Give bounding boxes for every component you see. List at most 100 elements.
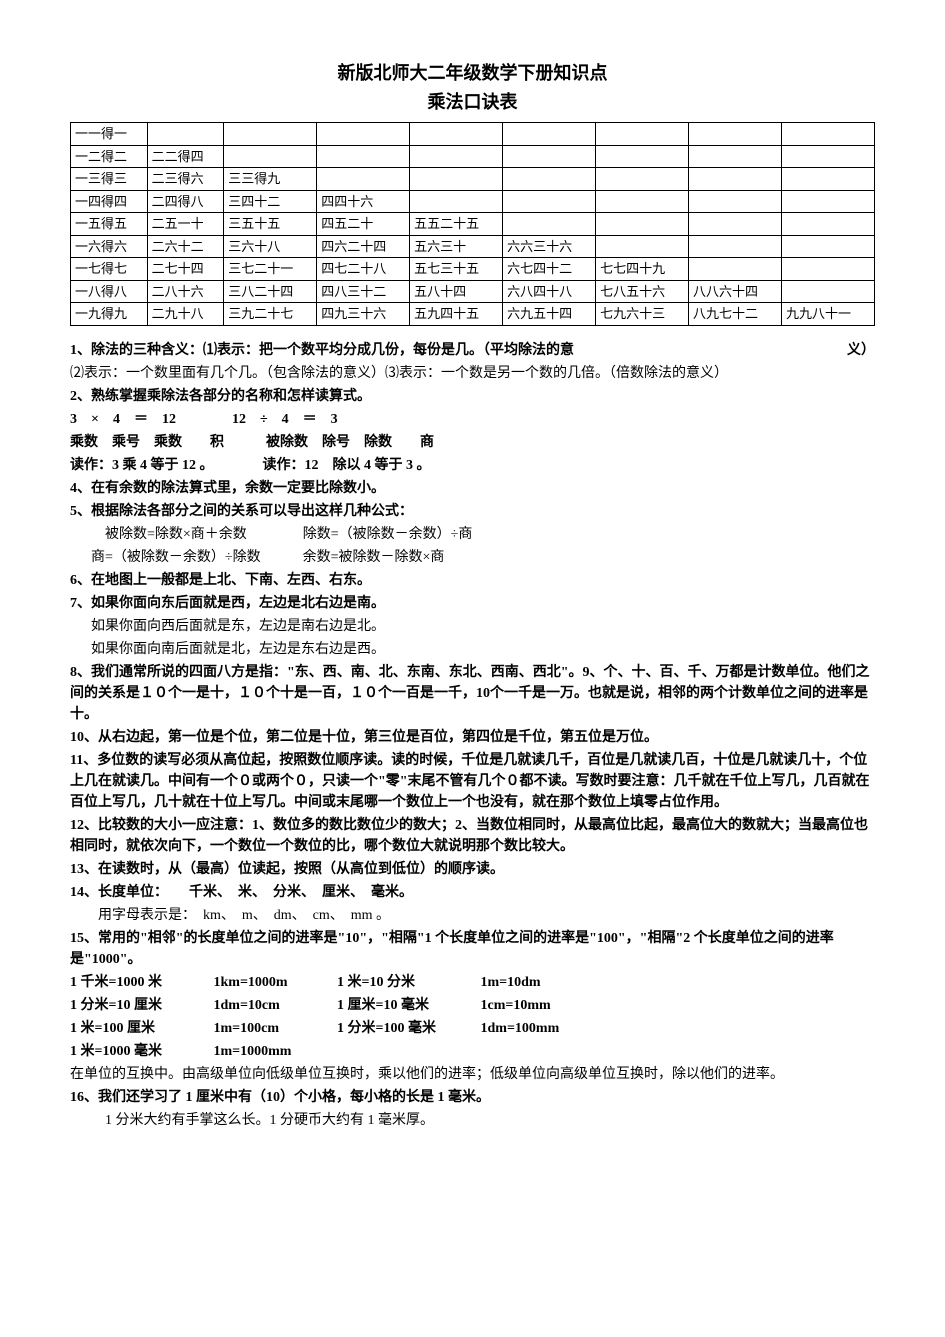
mult-cell: 六八四十八 xyxy=(503,280,596,303)
item-15: 15、常用的"相邻"的长度单位之间的进率是"10"，"相隔"1 个长度单位之间的… xyxy=(70,928,875,970)
mult-cell xyxy=(410,145,503,168)
item-14-a: 14、长度单位： 千米、 米、 分米、 厘米、 毫米。 xyxy=(70,882,875,903)
item-16-a: 16、我们还学习了 1 厘米中有（10）个小格，每小格的长是 1 毫米。 xyxy=(70,1087,875,1108)
mult-cell: 八九七十二 xyxy=(689,303,782,326)
mult-cell xyxy=(596,168,689,191)
mult-cell: 四四十六 xyxy=(317,190,410,213)
mult-cell: 四八三十二 xyxy=(317,280,410,303)
mult-cell xyxy=(781,258,874,281)
conv-r3c3: 1 分米=100 毫米 xyxy=(337,1018,477,1039)
mult-cell: 八八六十四 xyxy=(689,280,782,303)
item-8-9-text: 8、我们通常所说的四面八方是指："东、西、南、北、东南、东北、西南、西北"。9、… xyxy=(70,665,870,722)
mult-cell: 二三得六 xyxy=(147,168,224,191)
item-5: 5、根据除法各部分之间的关系可以导出这样几种公式： xyxy=(70,501,875,522)
item-14-b: 用字母表示是： km、 m、 dm、 cm、 mm 。 xyxy=(70,905,875,926)
mult-cell: 一三得三 xyxy=(71,168,148,191)
mult-cell: 二四得八 xyxy=(147,190,224,213)
item-5-a: 被除数=除数×商＋余数 除数=（被除数－余数）÷商 xyxy=(70,524,875,545)
item-5-b: 商=（被除数－余数）÷除数 余数=被除数－除数×商 xyxy=(70,547,875,568)
conv-row-4: 1 米=1000 毫米 1m=1000mm xyxy=(70,1041,875,1062)
mult-cell: 三五十五 xyxy=(224,213,317,236)
mult-cell xyxy=(689,213,782,236)
item-1-a-text: 1、除法的三种含义：⑴表示：把一个数平均分成几份，每份是几。（平均除法的意 xyxy=(70,343,574,358)
mult-cell xyxy=(503,145,596,168)
conv-row-1: 1 千米=1000 米 1km=1000m 1 米=10 分米 1m=10dm xyxy=(70,972,875,993)
mult-cell: 五八十四 xyxy=(410,280,503,303)
multiplication-table: 一一得一一二得二二二得四一三得三二三得六三三得九一四得四二四得八三四十二四四十六… xyxy=(70,122,875,326)
mult-cell xyxy=(224,145,317,168)
mult-cell: 五九四十五 xyxy=(410,303,503,326)
conv-r3c2: 1m=100cm xyxy=(214,1018,334,1039)
mult-cell xyxy=(781,190,874,213)
mult-cell: 二九十八 xyxy=(147,303,224,326)
conv-r3c1: 1 米=100 厘米 xyxy=(70,1018,210,1039)
mult-cell xyxy=(689,123,782,146)
mult-cell: 七九六十三 xyxy=(596,303,689,326)
conv-r1c1: 1 千米=1000 米 xyxy=(70,972,210,993)
mult-cell xyxy=(781,168,874,191)
mult-cell xyxy=(596,145,689,168)
mult-cell xyxy=(317,168,410,191)
mult-cell: 七八五十六 xyxy=(596,280,689,303)
item-16-b: 1 分米大约有手掌这么长。1 分硬币大约有 1 毫米厚。 xyxy=(70,1110,875,1131)
mult-cell: 五五二十五 xyxy=(410,213,503,236)
item-13: 13、在读数时，从（最高）位读起，按照（从高位到低位）的顺序读。 xyxy=(70,859,875,880)
item-1-line-b: ⑵表示：一个数里面有几个几。（包含除法的意义）⑶表示：一个数是另一个数的几倍。（… xyxy=(70,363,875,384)
item-7-c: 如果你面向南后面就是北，左边是东右边是西。 xyxy=(70,639,875,660)
mult-cell: 一七得七 xyxy=(71,258,148,281)
mult-cell: 三八二十四 xyxy=(224,280,317,303)
mult-cell xyxy=(689,258,782,281)
mult-cell: 一九得九 xyxy=(71,303,148,326)
mult-cell: 一一得一 xyxy=(71,123,148,146)
mult-cell: 二五一十 xyxy=(147,213,224,236)
mult-cell: 五六三十 xyxy=(410,235,503,258)
mult-cell: 六九五十四 xyxy=(503,303,596,326)
item-12-text: 12、比较数的大小一应注意：1、数位多的数比数位少的数大；2、当数位相同时，从最… xyxy=(70,818,868,854)
equation-read: 读作：3 乘 4 等于 12 。 读作：12 除以 4 等于 3 。 xyxy=(70,455,875,476)
mult-cell: 三九二十七 xyxy=(224,303,317,326)
mult-cell xyxy=(317,145,410,168)
mult-cell xyxy=(596,235,689,258)
mult-cell: 四九三十六 xyxy=(317,303,410,326)
item-1-a-right: 义） xyxy=(847,340,875,361)
mult-cell: 三六十八 xyxy=(224,235,317,258)
mult-cell: 一二得二 xyxy=(71,145,148,168)
mult-cell: 四六二十四 xyxy=(317,235,410,258)
mult-cell xyxy=(781,235,874,258)
conv-r3c4: 1dm=100mm xyxy=(481,1018,560,1039)
mult-cell xyxy=(503,123,596,146)
mult-cell: 二八十六 xyxy=(147,280,224,303)
mult-cell: 二二得四 xyxy=(147,145,224,168)
mult-cell xyxy=(781,145,874,168)
mult-cell xyxy=(410,168,503,191)
mult-cell xyxy=(596,190,689,213)
conv-r1c2: 1km=1000m xyxy=(214,972,334,993)
mult-cell: 六六三十六 xyxy=(503,235,596,258)
mult-cell: 七七四十九 xyxy=(596,258,689,281)
item-12: 12、比较数的大小一应注意：1、数位多的数比数位少的数大；2、当数位相同时，从最… xyxy=(70,815,875,857)
item-11-text: 11、多位数的读写必须从高位起，按照数位顺序读。读的时候，千位是几就读几千，百位… xyxy=(70,753,870,810)
mult-cell xyxy=(781,213,874,236)
mult-cell xyxy=(503,168,596,191)
item-7-b: 如果你面向西后面就是东，左边是南右边是北。 xyxy=(70,616,875,637)
unit-note: 在单位的互换中。由高级单位向低级单位互换时，乘以他们的进率；低级单位向高级单位互… xyxy=(70,1064,875,1085)
conv-r2c1: 1 分米=10 厘米 xyxy=(70,995,210,1016)
equation-labels: 乘数 乘号 乘数 积 被除数 除号 除数 商 xyxy=(70,432,875,453)
mult-cell: 四五二十 xyxy=(317,213,410,236)
conv-row-3: 1 米=100 厘米 1m=100cm 1 分米=100 毫米 1dm=100m… xyxy=(70,1018,875,1039)
mult-cell: 二六十二 xyxy=(147,235,224,258)
mult-cell xyxy=(781,280,874,303)
item-11: 11、多位数的读写必须从高位起，按照数位顺序读。读的时候，千位是几就读几千，百位… xyxy=(70,750,875,813)
item-7-a: 7、如果你面向东后面就是西，左边是北右边是南。 xyxy=(70,593,875,614)
conv-r1c4: 1m=10dm xyxy=(481,972,541,993)
mult-cell: 四七二十八 xyxy=(317,258,410,281)
mult-cell xyxy=(781,123,874,146)
conv-row-2: 1 分米=10 厘米 1dm=10cm 1 厘米=10 毫米 1cm=10mm xyxy=(70,995,875,1016)
conv-r2c2: 1dm=10cm xyxy=(214,995,334,1016)
mult-cell: 一四得四 xyxy=(71,190,148,213)
mult-cell xyxy=(503,190,596,213)
mult-cell xyxy=(689,168,782,191)
mult-cell: 一五得五 xyxy=(71,213,148,236)
mult-cell xyxy=(147,123,224,146)
mult-cell: 六七四十二 xyxy=(503,258,596,281)
